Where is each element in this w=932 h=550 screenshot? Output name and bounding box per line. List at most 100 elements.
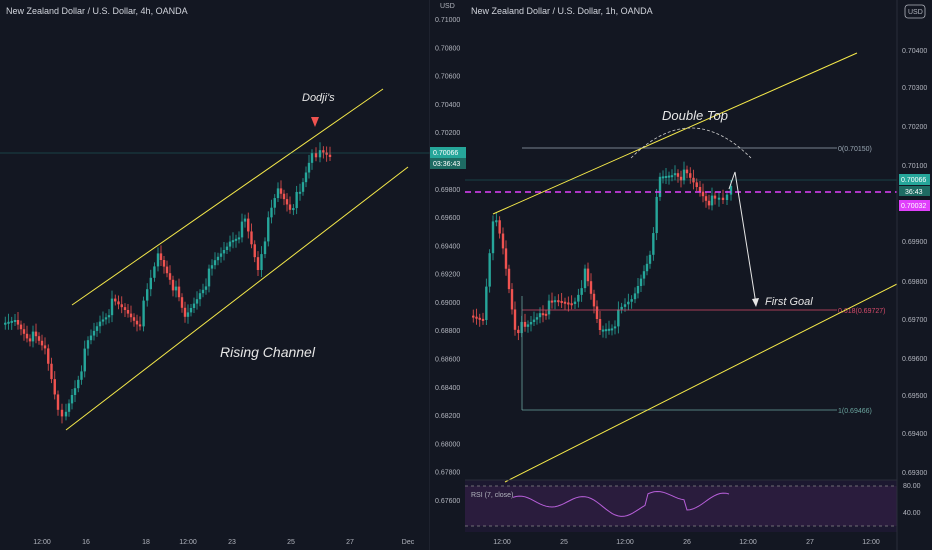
left-chart-canvas[interactable]: Dodji's Rising Channel 12:00 16 18 12:00 23 2… [0,0,430,550]
candle-body [701,191,705,197]
candle-body [183,307,187,317]
left-price-tick: 0.67600 [435,498,460,505]
candle-body [661,176,665,179]
candle-body [563,301,567,304]
candle-body [70,395,74,404]
candle-body [207,268,211,287]
left-price-tick: 0.68400 [435,385,460,392]
usd-button [904,4,926,19]
candle-body [517,329,520,334]
right-price-tick: 0.69400 [902,431,927,438]
right-price-tick: 0.70100 [902,163,927,170]
left-price-tick: 0.70600 [435,74,460,81]
left-price-tick: 0.69600 [435,215,460,222]
candle-body [504,248,508,269]
candle-body [222,250,226,254]
fib-0-label: 0(0.70150) [838,146,872,153]
left-time-axis: 12:00 16 18 12:00 23 25 27 Dec [33,539,414,546]
left-chart-title: New Zealand Dollar / U.S. Dollar, 4h, OA… [6,6,188,16]
candle-body [80,371,83,380]
candle-body [583,268,587,289]
candle-body [577,294,580,302]
left-price-tick: 0.68000 [435,441,460,448]
candle-body [498,220,501,234]
candle-body [67,403,71,412]
candle-body [673,173,677,176]
candle-body [322,150,325,153]
candle-body [263,241,267,255]
right-time-tick: 25 [560,539,568,546]
candle-body [627,301,630,305]
right-chart-canvas[interactable]: RSI (7, close) 0(0.70150) 0.618(0.69727)… [465,0,932,550]
candle-body [729,186,733,195]
candle-body [607,328,611,331]
candle-body [304,172,308,183]
candle-body [73,388,77,395]
candle-body [195,299,199,304]
candle-body [664,176,668,178]
left-time-tick: 16 [82,539,90,546]
candle-body [142,300,145,327]
candle-body [698,187,702,192]
candle-body [704,196,708,201]
candle-body [288,204,292,210]
right-chart-title: New Zealand Dollar / U.S. Dollar, 1h, OA… [471,6,653,16]
candle-body [95,326,99,331]
candle-body [149,277,152,290]
left-price-tag-bg [430,147,466,158]
candle-body [557,300,560,303]
candle-body [695,182,698,187]
left-chart-pane[interactable]: Dodji's Rising Channel 12:00 16 18 12:00 23 2… [0,0,430,550]
candle-body [529,322,533,325]
candle-body [314,153,318,158]
left-time-tick: 12:00 [179,539,197,546]
candle-body [541,313,545,316]
right-price-tick: 0.70200 [902,124,927,131]
right-time-tick: 27 [806,539,814,546]
candle-body [189,308,193,313]
candle-body [285,199,289,205]
right-chart-pane[interactable]: RSI (7, close) 0(0.70150) 0.618(0.69727)… [465,0,932,550]
candle-body [598,319,602,330]
candle-body [31,331,35,342]
candle-body [86,340,90,349]
candle-body [710,195,714,206]
candle-body [110,298,114,316]
left-price-scale[interactable]: USD 0.71000 0.70800 0.70600 0.70400 0.70200 0… [430,0,472,550]
candle-body [240,221,244,238]
candle-body [132,317,136,321]
candle-body [270,207,273,218]
right-countdown-tag: 36:43 [905,189,923,196]
double-top-label: Double Top [662,108,728,123]
left-price-tick: 0.69000 [435,300,460,307]
candle-body [168,273,172,280]
candle-body [495,220,498,223]
candle-body [544,313,548,316]
candle-body [589,281,593,294]
right-candles [472,161,733,341]
right-price-scale[interactable]: USD 0.70400 0.70300 0.70200 0.70100 0.69900 0… [897,0,932,550]
left-price-tag: 0.70066 [433,150,458,157]
candle-body [37,336,41,341]
candle-body [610,328,614,331]
candle-body [580,288,583,295]
candle-body [138,324,142,327]
candle-body [174,286,178,291]
candle-body [472,315,475,318]
candle-body [507,268,511,290]
right-time-tick: 12:00 [493,539,511,546]
candle-body [159,253,163,260]
candle-body [301,182,305,192]
candle-body [639,278,643,286]
left-price-tick: 0.69200 [435,272,460,279]
candle-body [485,286,488,320]
right-price-tick: 0.70300 [902,85,927,92]
candle-body [567,302,570,305]
left-countdown-bg [430,158,466,169]
right-price-tick: 0.69600 [902,356,927,363]
candle-body [292,208,295,211]
candle-body [282,193,286,200]
candle-body [219,253,223,257]
double-top-arc [630,127,752,159]
